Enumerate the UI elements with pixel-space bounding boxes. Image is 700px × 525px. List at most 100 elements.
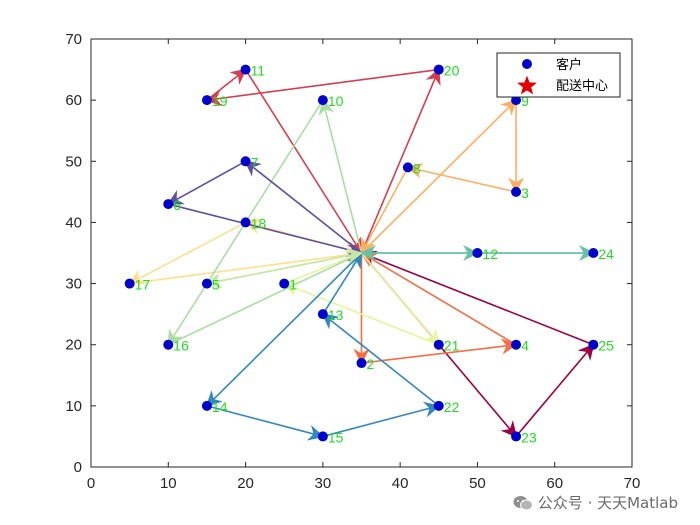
customer-label: 12 bbox=[482, 246, 498, 262]
customer-point bbox=[433, 64, 444, 75]
customer-label: 11 bbox=[251, 63, 266, 79]
legend-depot-marker bbox=[517, 75, 537, 95]
customer-point bbox=[240, 156, 251, 167]
customer-label: 16 bbox=[173, 338, 189, 354]
x-tick-label: 10 bbox=[160, 475, 177, 492]
customer-point bbox=[511, 431, 522, 442]
route-arrow bbox=[206, 247, 364, 285]
customer-label: 3 bbox=[521, 185, 529, 201]
customer-label: 19 bbox=[212, 93, 228, 109]
customer-label: 13 bbox=[328, 307, 344, 323]
watermark-text: 公众号 · 天天Matlab bbox=[537, 494, 678, 512]
route-arrow bbox=[205, 252, 363, 407]
customer-label: 10 bbox=[328, 93, 344, 109]
customer-label: 14 bbox=[212, 399, 228, 415]
customer-label: 24 bbox=[598, 246, 614, 262]
customer-label: 20 bbox=[444, 63, 460, 79]
x-axis: 0 10 20 30 40 50 60 70 bbox=[87, 39, 640, 492]
customer-label: 17 bbox=[135, 277, 151, 293]
route-arrow bbox=[244, 160, 362, 254]
watermark: 公众号 · 天天Matlab bbox=[513, 492, 678, 513]
route-arrow bbox=[244, 69, 363, 255]
route-arrow bbox=[205, 68, 439, 107]
x-tick-label: 60 bbox=[546, 475, 563, 492]
customer-point bbox=[201, 278, 212, 289]
route-arrow bbox=[318, 98, 363, 254]
route-arrow bbox=[360, 68, 441, 254]
customer-label: 2 bbox=[367, 356, 375, 372]
y-tick-label: 70 bbox=[65, 31, 82, 48]
route-arrow bbox=[128, 221, 246, 285]
x-tick-label: 50 bbox=[469, 475, 486, 492]
customer-label: 9 bbox=[521, 93, 529, 109]
route-arrow bbox=[360, 252, 517, 346]
x-tick-label: 0 bbox=[87, 475, 95, 492]
legend-depot-label: 配送中心 bbox=[556, 79, 608, 94]
legend-box bbox=[496, 52, 621, 98]
customer-label: 6 bbox=[173, 197, 181, 213]
customer-point bbox=[124, 278, 135, 289]
route-arrow bbox=[282, 281, 440, 346]
route-arrow bbox=[360, 99, 518, 254]
y-tick-label: 0 bbox=[74, 459, 82, 476]
customer-label: 8 bbox=[413, 160, 421, 176]
customer-point bbox=[163, 339, 174, 350]
route-arrow bbox=[406, 162, 517, 193]
customer-point bbox=[279, 278, 290, 289]
customer-point bbox=[240, 64, 251, 75]
route-arrow bbox=[360, 250, 594, 346]
y-tick-label: 50 bbox=[65, 153, 82, 170]
route-arrow bbox=[361, 338, 518, 364]
customer-point bbox=[511, 339, 522, 350]
customer-label: 1 bbox=[289, 277, 297, 293]
customer-point bbox=[163, 199, 174, 210]
customer-label: 15 bbox=[328, 429, 344, 445]
x-tick-label: 40 bbox=[392, 475, 409, 492]
customer-point bbox=[588, 339, 599, 350]
y-tick-label: 10 bbox=[65, 398, 82, 415]
x-tick-label: 30 bbox=[315, 475, 332, 492]
y-tick-label: 40 bbox=[65, 214, 82, 231]
route-arrows bbox=[128, 68, 595, 441]
y-tick-label: 60 bbox=[65, 92, 82, 109]
route-arrow bbox=[129, 246, 364, 285]
route-arrow bbox=[206, 405, 325, 441]
y-tick-label: 30 bbox=[65, 276, 82, 293]
customer-label: 4 bbox=[521, 338, 529, 354]
customer-point bbox=[402, 162, 413, 173]
customer-label: 5 bbox=[212, 277, 220, 293]
customer-point bbox=[511, 95, 522, 106]
y-tick-label: 20 bbox=[65, 337, 82, 354]
legend-customer-label: 客户 bbox=[556, 57, 582, 73]
route-arrow bbox=[168, 203, 364, 258]
customer-point bbox=[356, 358, 367, 369]
route-arrow bbox=[206, 68, 247, 101]
customer-label: 25 bbox=[598, 338, 614, 354]
x-tick-label: 20 bbox=[237, 475, 254, 492]
legend: 客户 配送中心 bbox=[496, 52, 621, 98]
customer-point bbox=[588, 248, 599, 258]
customer-point bbox=[433, 400, 444, 411]
route-arrow bbox=[360, 167, 409, 255]
wechat-icon bbox=[513, 495, 533, 511]
route-arrow bbox=[322, 401, 441, 438]
customer-label: 18 bbox=[251, 215, 267, 231]
customer-point bbox=[472, 248, 483, 258]
customer-point bbox=[240, 217, 251, 228]
customer-label: 23 bbox=[521, 429, 537, 445]
route-arrow bbox=[167, 251, 363, 346]
customer-point bbox=[201, 95, 212, 106]
route-arrow bbox=[360, 252, 440, 346]
customer-point bbox=[201, 400, 212, 411]
customer-point bbox=[317, 431, 328, 442]
y-axis: 0 10 20 30 40 50 60 70 bbox=[65, 31, 632, 476]
customer-label: 21 bbox=[444, 338, 460, 354]
route-arrow bbox=[515, 343, 595, 437]
route-arrow bbox=[321, 313, 440, 407]
customer-points bbox=[124, 64, 599, 442]
customer-point bbox=[511, 186, 522, 197]
customer-point bbox=[317, 95, 328, 106]
customer-point bbox=[317, 309, 328, 320]
